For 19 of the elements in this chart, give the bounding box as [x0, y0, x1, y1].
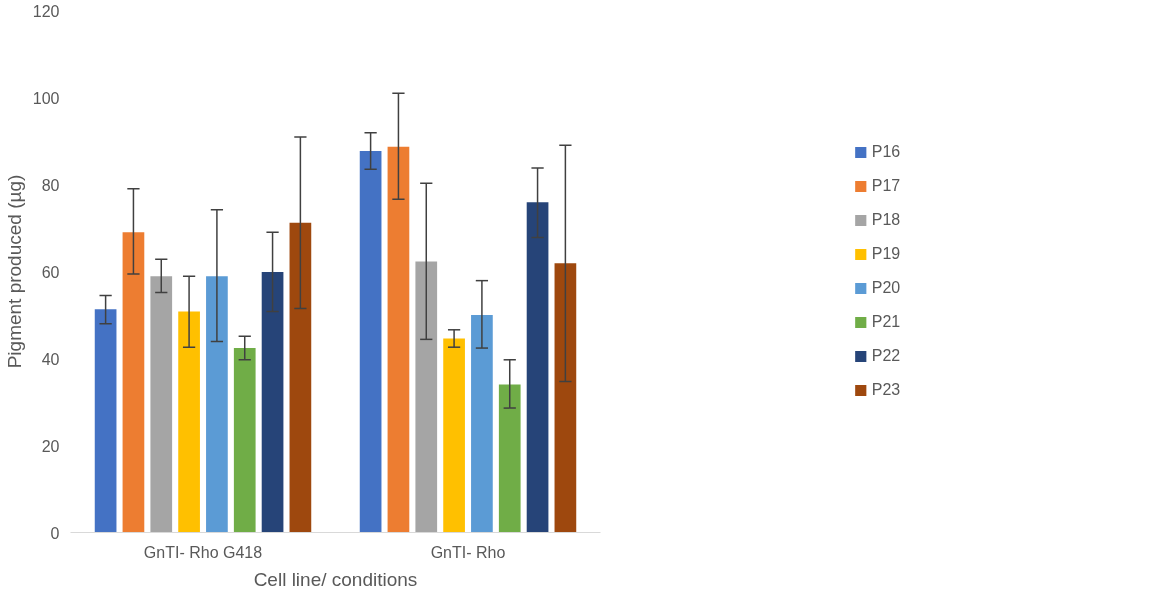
legend-label: P19 [871, 245, 901, 263]
x-tick-label: GnTI- Rho G418 [143, 543, 263, 561]
y-tick-label: 60 [41, 263, 60, 281]
y-tick-label: 80 [41, 176, 60, 194]
legend-label: P17 [871, 177, 901, 195]
legend-label: P20 [871, 279, 901, 297]
legend-label: P22 [871, 347, 901, 365]
legend-label: P16 [871, 143, 901, 161]
x-axis-title: Cell line/ conditions [253, 568, 418, 590]
y-axis-title: Pigment produced (µg) [3, 174, 25, 369]
y-tick-label: 120 [32, 2, 60, 20]
y-tick-label: 20 [41, 437, 60, 455]
y-tick-label: 0 [50, 524, 60, 542]
y-tick-label: 100 [32, 89, 60, 107]
legend-label: P23 [871, 381, 901, 399]
x-tick-label: GnTI- Rho [430, 543, 506, 561]
legend-label: P21 [871, 313, 901, 331]
y-tick-label: 40 [41, 350, 60, 368]
legend-label: P18 [871, 211, 901, 229]
